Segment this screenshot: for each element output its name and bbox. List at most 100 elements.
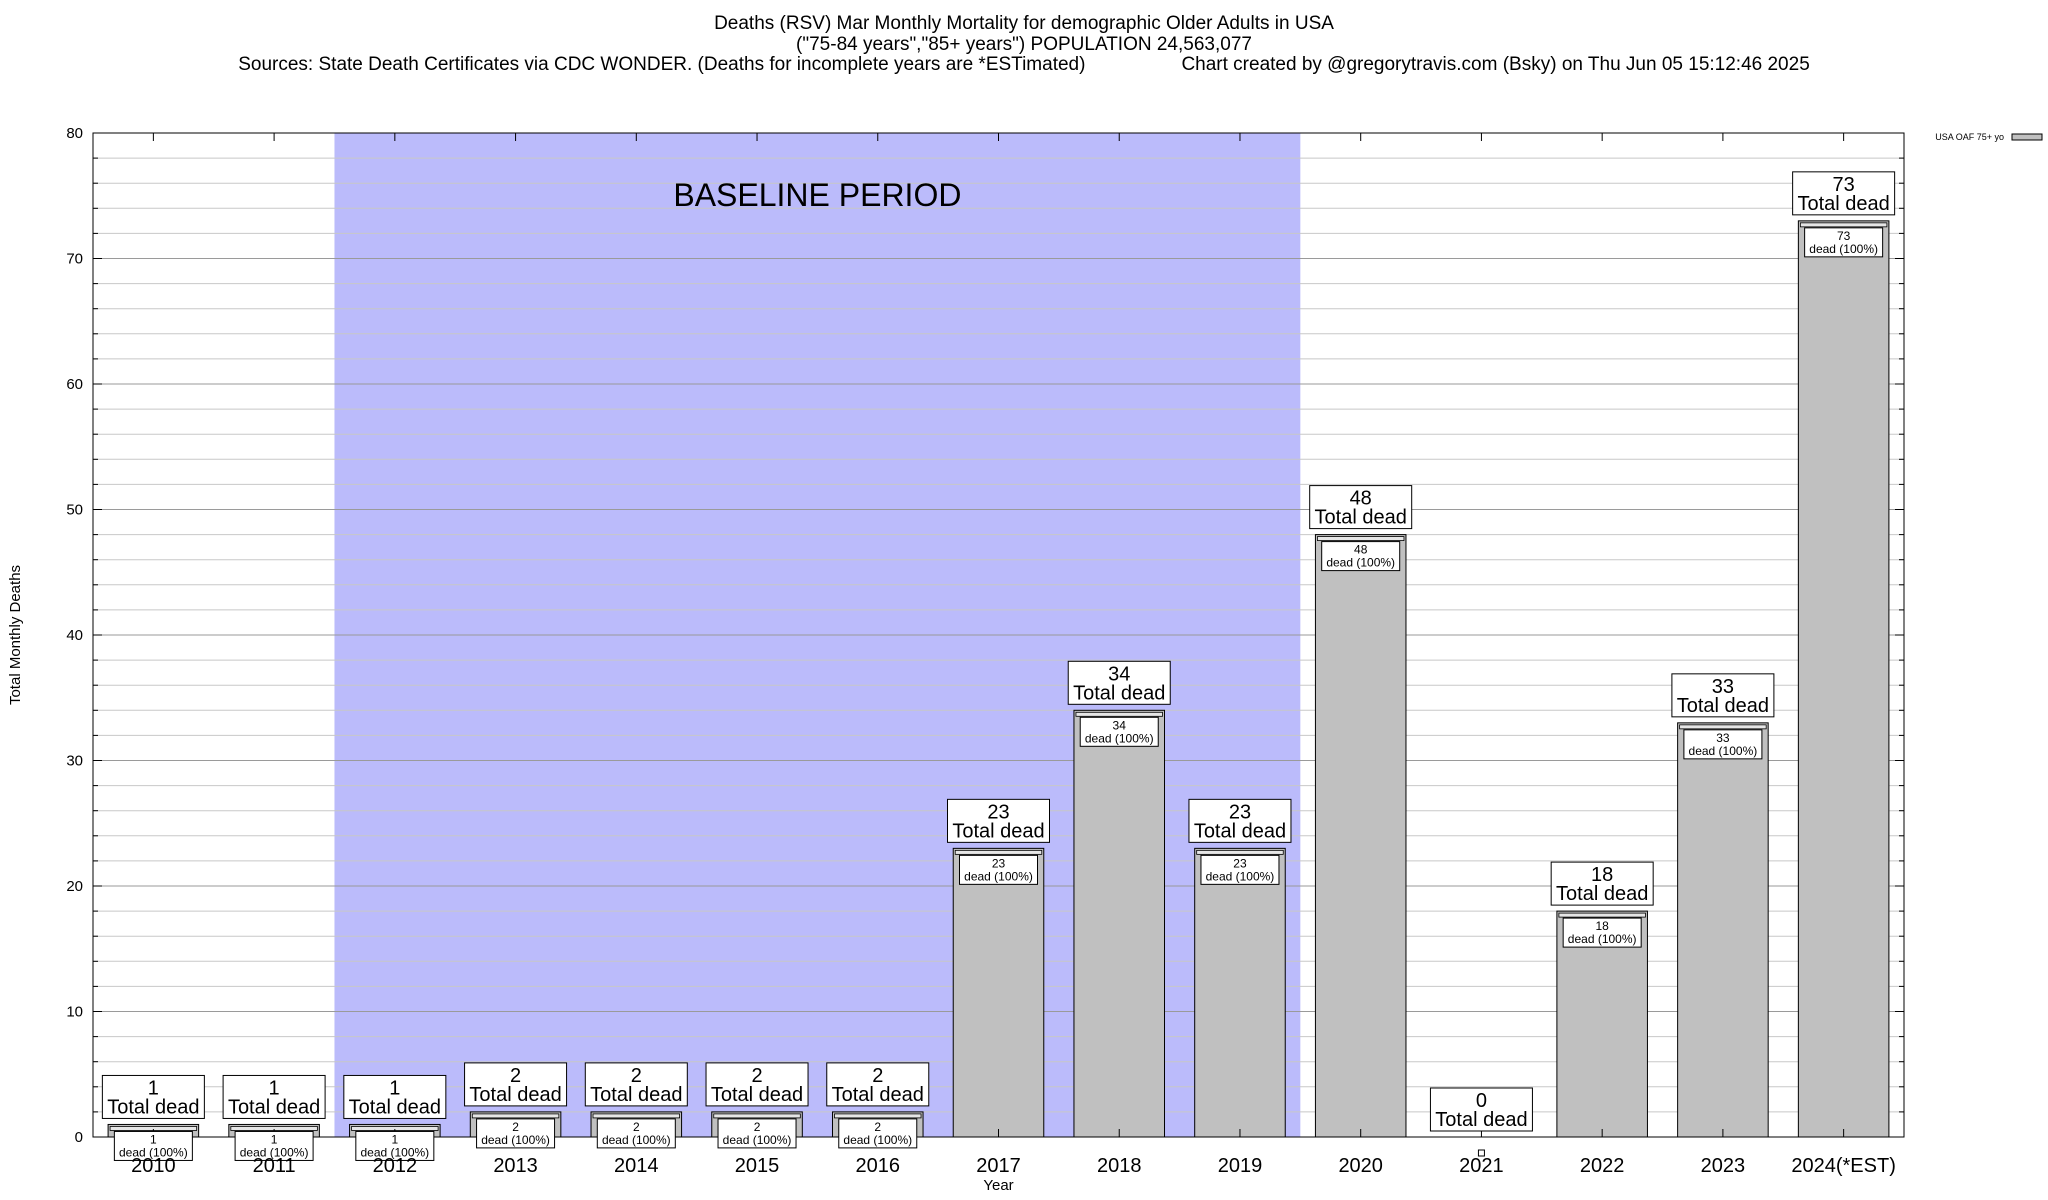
x-tick-label: 2022 <box>1580 1155 1625 1177</box>
total-label-text: Total dead <box>349 1096 441 1118</box>
total-label-value: 23 <box>1229 801 1251 823</box>
total-label-box <box>705 1062 809 1107</box>
inner-label-text: dead (100%) <box>1206 869 1275 883</box>
inner-label-box <box>596 1118 676 1149</box>
inner-label-value: 18 <box>1595 919 1609 933</box>
chart-credit: Chart created by @gregorytravis.com (Bsk… <box>1181 54 1810 75</box>
total-label-text: Total dead <box>711 1084 803 1106</box>
x-tick-label: 2013 <box>493 1155 538 1177</box>
bar <box>1194 847 1286 1138</box>
total-label-box <box>1429 1087 1533 1132</box>
y-tick-label: 60 <box>66 376 83 393</box>
x-tick-label: 2019 <box>1218 1155 1263 1177</box>
inner-label-text: dead (100%) <box>119 1145 188 1159</box>
legend-label: USA OAF 75+ yo <box>1935 132 2004 142</box>
total-label-text: Total dead <box>469 1084 561 1106</box>
bar <box>1797 220 1890 1138</box>
inner-label-box <box>476 1118 556 1149</box>
bar-top-band <box>1558 912 1646 918</box>
inner-label-box <box>1321 541 1401 572</box>
baseline-period-label: BASELINE PERIOD <box>673 177 961 213</box>
inner-label-box <box>113 1130 193 1161</box>
total-label-box <box>1550 861 1654 906</box>
bar-top-band <box>1679 724 1767 730</box>
total-label-box <box>1792 171 1896 216</box>
bar-top-band <box>1317 536 1405 541</box>
x-tick-label: 2012 <box>373 1155 418 1177</box>
total-label-box <box>1671 673 1775 718</box>
bar <box>1677 722 1769 1138</box>
total-label-text: Total dead <box>590 1084 682 1106</box>
total-label-text: Total dead <box>832 1084 924 1106</box>
bar <box>1556 910 1648 1138</box>
inner-label-text: dead (100%) <box>602 1133 671 1147</box>
total-label-text: Total dead <box>228 1096 320 1118</box>
x-tick-label: 2024(*EST) <box>1791 1155 1896 1177</box>
inner-label-text: dead (100%) <box>240 1145 309 1159</box>
y-tick-label: 30 <box>66 753 83 770</box>
total-label-value: 18 <box>1591 864 1613 886</box>
bar-top-band <box>1196 849 1284 855</box>
y-tick-label: 10 <box>66 1004 83 1021</box>
y-tick-label: 70 <box>66 251 83 268</box>
inner-label-value: 1 <box>271 1132 278 1146</box>
total-label-value: 34 <box>1108 663 1130 685</box>
total-label-value: 1 <box>269 1077 280 1099</box>
inner-label-value: 2 <box>633 1120 640 1134</box>
y-tick-label: 0 <box>75 1129 83 1146</box>
total-label-value: 48 <box>1350 488 1372 510</box>
total-label-box <box>464 1062 568 1107</box>
total-label-box <box>584 1062 688 1107</box>
bar <box>1073 709 1166 1138</box>
total-label-value: 73 <box>1833 174 1855 196</box>
total-label-value: 1 <box>389 1077 400 1099</box>
inner-label-value: 48 <box>1354 543 1368 557</box>
inner-label-text: dead (100%) <box>1326 556 1395 570</box>
inner-label-box <box>1079 716 1159 747</box>
x-axis-title: Year <box>983 1177 1013 1194</box>
total-label-value: 2 <box>872 1065 883 1087</box>
total-label-value: 2 <box>751 1065 762 1087</box>
inner-label-value: 23 <box>1233 856 1247 870</box>
total-label-text: Total dead <box>1073 682 1165 704</box>
x-tick-label: 2014 <box>614 1155 659 1177</box>
inner-label-text: dead (100%) <box>723 1133 792 1147</box>
total-label-box <box>1067 660 1171 705</box>
inner-label-value: 73 <box>1837 229 1851 243</box>
total-label-value: 0 <box>1476 1090 1487 1112</box>
inner-label-box <box>959 854 1038 885</box>
bar-top-band <box>954 849 1043 855</box>
inner-label-box <box>717 1118 797 1149</box>
total-label-box <box>947 798 1050 843</box>
bar <box>952 847 1045 1138</box>
inner-label-value: 1 <box>391 1132 398 1146</box>
inner-label-value: 2 <box>754 1120 761 1134</box>
inner-label-box <box>355 1130 435 1161</box>
total-label-text: Total dead <box>1435 1109 1527 1131</box>
total-label-text: Total dead <box>107 1096 199 1118</box>
total-label-value: 2 <box>510 1065 521 1087</box>
inner-label-text: dead (100%) <box>1689 744 1758 758</box>
total-label-value: 33 <box>1712 676 1734 698</box>
bar-top-band <box>713 1113 801 1119</box>
inner-label-text: dead (100%) <box>1085 731 1154 745</box>
inner-label-text: dead (100%) <box>360 1145 429 1159</box>
total-label-value: 23 <box>987 801 1009 823</box>
total-label-box <box>1188 798 1292 843</box>
total-label-box <box>101 1074 205 1119</box>
bar <box>1314 534 1407 1138</box>
x-tick-label: 2010 <box>131 1155 176 1177</box>
y-axis-title: Total Monthly Deaths <box>7 565 24 705</box>
total-label-box <box>1309 485 1413 530</box>
total-label-text: Total dead <box>952 820 1044 842</box>
bar-top-band <box>471 1113 560 1119</box>
total-label-value: 2 <box>631 1065 642 1087</box>
y-tick-label: 50 <box>66 502 83 519</box>
inner-label-text: dead (100%) <box>964 869 1033 883</box>
inner-label-text: dead (100%) <box>1809 242 1878 256</box>
x-tick-label: 2021 <box>1459 1155 1504 1177</box>
total-label-text: Total dead <box>1194 820 1286 842</box>
x-tick-label: 2023 <box>1701 1155 1746 1177</box>
x-tick-label: 2017 <box>976 1155 1021 1177</box>
legend: USA OAF 75+ yo <box>1935 132 2043 142</box>
